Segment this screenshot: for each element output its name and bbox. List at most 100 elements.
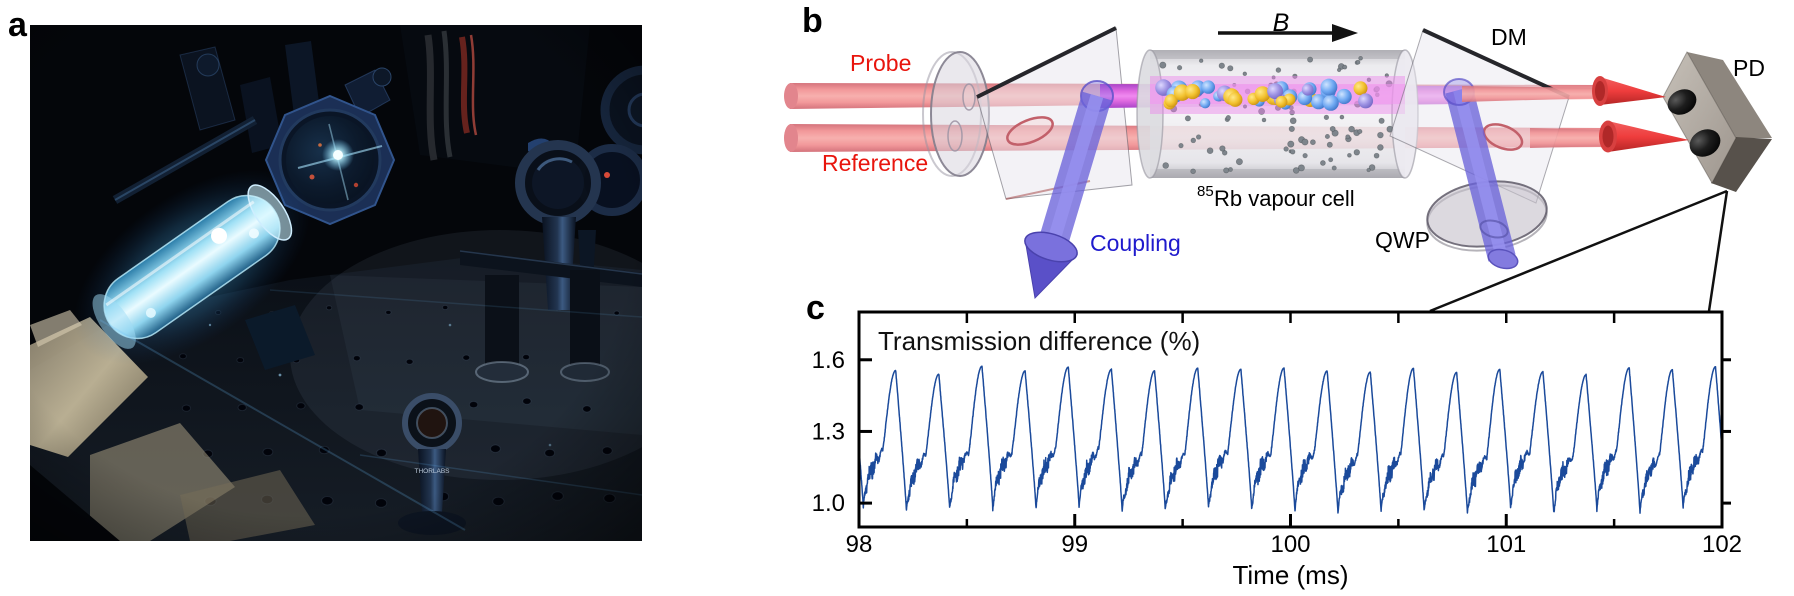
photodetector — [1662, 50, 1772, 192]
rydberg-atom-sphere — [1227, 92, 1243, 107]
atom-dot — [1289, 109, 1295, 116]
atom-dot — [1339, 114, 1345, 120]
atom-dot — [1258, 107, 1266, 115]
atom-dot — [1302, 152, 1308, 159]
atom-dot — [1373, 152, 1380, 159]
atom-dot — [1223, 167, 1230, 174]
atom-dot — [1324, 133, 1330, 140]
rydberg-atom-sphere — [1311, 94, 1327, 110]
atom-dot — [1178, 143, 1184, 149]
photo-vignette — [30, 25, 642, 541]
atom-dot — [1297, 164, 1305, 172]
coupling-label: Coupling — [1090, 230, 1181, 256]
atom-dot — [1326, 141, 1333, 148]
atom-dot — [1353, 149, 1361, 156]
rydberg-atom-sphere — [1201, 80, 1215, 94]
atom-dot — [1377, 144, 1384, 151]
x-tick-label: 99 — [1061, 531, 1088, 558]
panel-c-label: c — [806, 289, 825, 327]
atom-dot — [1190, 137, 1197, 144]
atom-dot — [1190, 168, 1196, 175]
chart-title: Transmission difference (%) — [878, 326, 1200, 356]
atom-dot — [1331, 165, 1337, 171]
atom-dot — [1221, 150, 1228, 156]
rydberg-atom-sphere — [1185, 84, 1201, 100]
atom-dot — [1366, 167, 1371, 173]
atom-dot — [1242, 71, 1248, 77]
x-tick-label: 101 — [1486, 531, 1526, 558]
atom-dot — [1377, 131, 1384, 139]
zoom-connector-lines — [1429, 189, 1729, 313]
y-tick-label: 1.6 — [812, 347, 845, 374]
x-axis-label: Time (ms) — [1232, 560, 1348, 590]
atom-dot — [1328, 157, 1334, 163]
atom-dots-layer — [1159, 55, 1394, 175]
atom-dot — [1368, 164, 1376, 171]
y-tick-label: 1.3 — [812, 418, 845, 445]
atom-dot — [1195, 134, 1202, 140]
b-field-label: B — [1273, 9, 1290, 37]
rydberg-atom-sphere — [1322, 94, 1339, 111]
rydberg-atoms-layer — [1155, 78, 1374, 111]
reference-beam-after-dm — [1530, 128, 1612, 148]
panel-a-label: a — [8, 6, 27, 44]
rydberg-atom-sphere — [1320, 78, 1338, 96]
x-tick-label: 102 — [1702, 531, 1742, 558]
atom-dot — [1242, 104, 1248, 109]
rydberg-atom-sphere — [1275, 95, 1288, 108]
rydberg-atom-sphere — [1200, 98, 1211, 109]
pd-label: PD — [1733, 55, 1765, 81]
coupling-beam-arrow-cone — [1024, 231, 1078, 300]
rydberg-atom-sphere — [1353, 81, 1368, 96]
probe-beam-end-cap — [784, 83, 798, 109]
atom-dot — [1206, 147, 1214, 155]
photodiode-lower — [1689, 129, 1721, 157]
atom-dot — [1219, 145, 1226, 152]
y-tick-label: 1.0 — [812, 490, 845, 517]
rydberg-atom-sphere — [1301, 83, 1314, 96]
atom-dot — [1310, 139, 1316, 146]
coupling-beam — [1024, 80, 1114, 300]
atom-dot — [1227, 65, 1234, 72]
atom-dot — [1162, 162, 1170, 169]
rydberg-atom-sphere — [1267, 83, 1284, 100]
setup-diagram: Probe Reference Coupling B 85 Rb vapour … — [784, 9, 1772, 313]
beam-combiner-plate — [976, 26, 1133, 200]
atom-dot — [1288, 125, 1295, 132]
rydberg-atom-sphere — [1254, 86, 1271, 102]
atom-dot — [1384, 73, 1390, 78]
atom-dot — [1366, 77, 1372, 83]
vapour-cell — [1136, 49, 1419, 179]
cell-label-superscript: 85 — [1197, 183, 1214, 200]
atom-dot — [1355, 59, 1361, 65]
atom-dot — [1348, 125, 1355, 133]
b-field-arrow — [1218, 24, 1358, 42]
atom-dot — [1336, 67, 1342, 73]
figure-bc-canvas: Probe Reference Coupling B 85 Rb vapour … — [784, 9, 1772, 590]
panel-b-label: b — [802, 2, 823, 40]
atom-dot — [1329, 125, 1336, 132]
transmission-chart: 98 99 100 101 102 1.0 1.3 1.6 Transmission diffe… — [812, 310, 1742, 590]
atom-dot — [1301, 138, 1309, 146]
atom-dot — [1271, 75, 1276, 80]
focus-cones — [1592, 76, 1689, 153]
atom-dot — [1292, 167, 1300, 174]
atom-dot — [1292, 73, 1298, 79]
x-tick-label: 100 — [1270, 531, 1310, 558]
rydberg-atom-sphere — [1358, 93, 1374, 109]
atom-dot — [1184, 115, 1191, 122]
atom-dot — [1218, 62, 1225, 69]
reference-label: Reference — [822, 150, 928, 176]
atom-dot — [1159, 61, 1167, 69]
atom-dot — [1261, 117, 1267, 123]
atom-dot — [1176, 65, 1183, 71]
atom-dot — [1357, 128, 1363, 135]
qwp-label: QWP — [1375, 227, 1430, 253]
cell-label: Rb vapour cell — [1214, 186, 1355, 211]
probe-beam-after-dm — [1462, 86, 1600, 102]
photo-optical-setup: THORLABS — [30, 25, 642, 541]
dm-label: DM — [1491, 24, 1527, 50]
atom-dot — [1378, 117, 1385, 124]
photo-canvas: THORLABS — [30, 25, 642, 541]
rydberg-atom-sphere — [1164, 94, 1178, 108]
